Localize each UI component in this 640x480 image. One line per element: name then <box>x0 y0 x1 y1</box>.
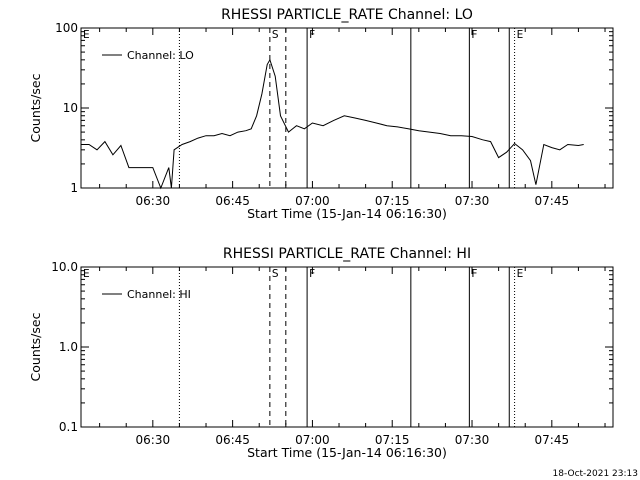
annotation-label: E <box>83 268 90 280</box>
annotation-label: S <box>272 268 279 280</box>
plot-hi: RHESSI PARTICLE_RATE Channel: HI 06:30 06:… <box>28 246 614 460</box>
x-tick-label: 06:30 <box>136 194 171 208</box>
x-tick-label: 07:00 <box>295 433 330 447</box>
annotation-label: F <box>471 29 477 41</box>
x-tick-label: 07:00 <box>295 194 330 208</box>
x-tick-label: 06:45 <box>215 194 250 208</box>
x-tick-label: 07:45 <box>535 194 570 208</box>
x-tick-label: 07:30 <box>455 194 490 208</box>
x-axis-label: Start Time (15-Jan-14 06:16:30) <box>247 206 447 221</box>
x-tick-label: 07:45 <box>535 433 570 447</box>
x-tick-label: 06:30 <box>136 433 171 447</box>
y-axis-label: Counts/sec <box>28 73 43 142</box>
annotation-label: E <box>517 29 524 41</box>
y-tick-label: 1.0 <box>59 340 78 354</box>
annotation-label: F <box>309 268 315 280</box>
y-tick-label: 10 <box>63 101 78 115</box>
y-tick-label: 0.1 <box>59 420 78 434</box>
y-tick-label: 10.0 <box>51 260 78 274</box>
annotation-label: F <box>471 268 477 280</box>
x-tick-label: 07:15 <box>375 433 410 447</box>
footer-timestamp: 18-Oct-2021 23:13 <box>553 469 638 479</box>
y-tick-label: 100 <box>55 21 78 35</box>
annotation-label: E <box>517 268 524 280</box>
chart-title: RHESSI PARTICLE_RATE Channel: HI <box>223 246 471 262</box>
annotation-label: S <box>272 29 279 41</box>
x-tick-label: 07:15 <box>375 194 410 208</box>
y-axis-label: Counts/sec <box>28 312 43 381</box>
legend-label: Channel: LO <box>127 49 194 62</box>
legend-label: Channel: HI <box>127 288 191 301</box>
series-line <box>81 58 584 190</box>
x-tick-label: 07:30 <box>455 433 490 447</box>
annotation-label: F <box>309 29 315 41</box>
x-tick-label: 06:45 <box>215 433 250 447</box>
plot-lo: RHESSI PARTICLE_RATE Channel: LO 06:30 06:… <box>28 7 614 221</box>
y-tick-label: 1 <box>70 181 78 195</box>
annotation-label: E <box>83 29 90 41</box>
x-axis-label: Start Time (15-Jan-14 06:16:30) <box>247 445 447 460</box>
chart-title: RHESSI PARTICLE_RATE Channel: LO <box>221 7 473 23</box>
